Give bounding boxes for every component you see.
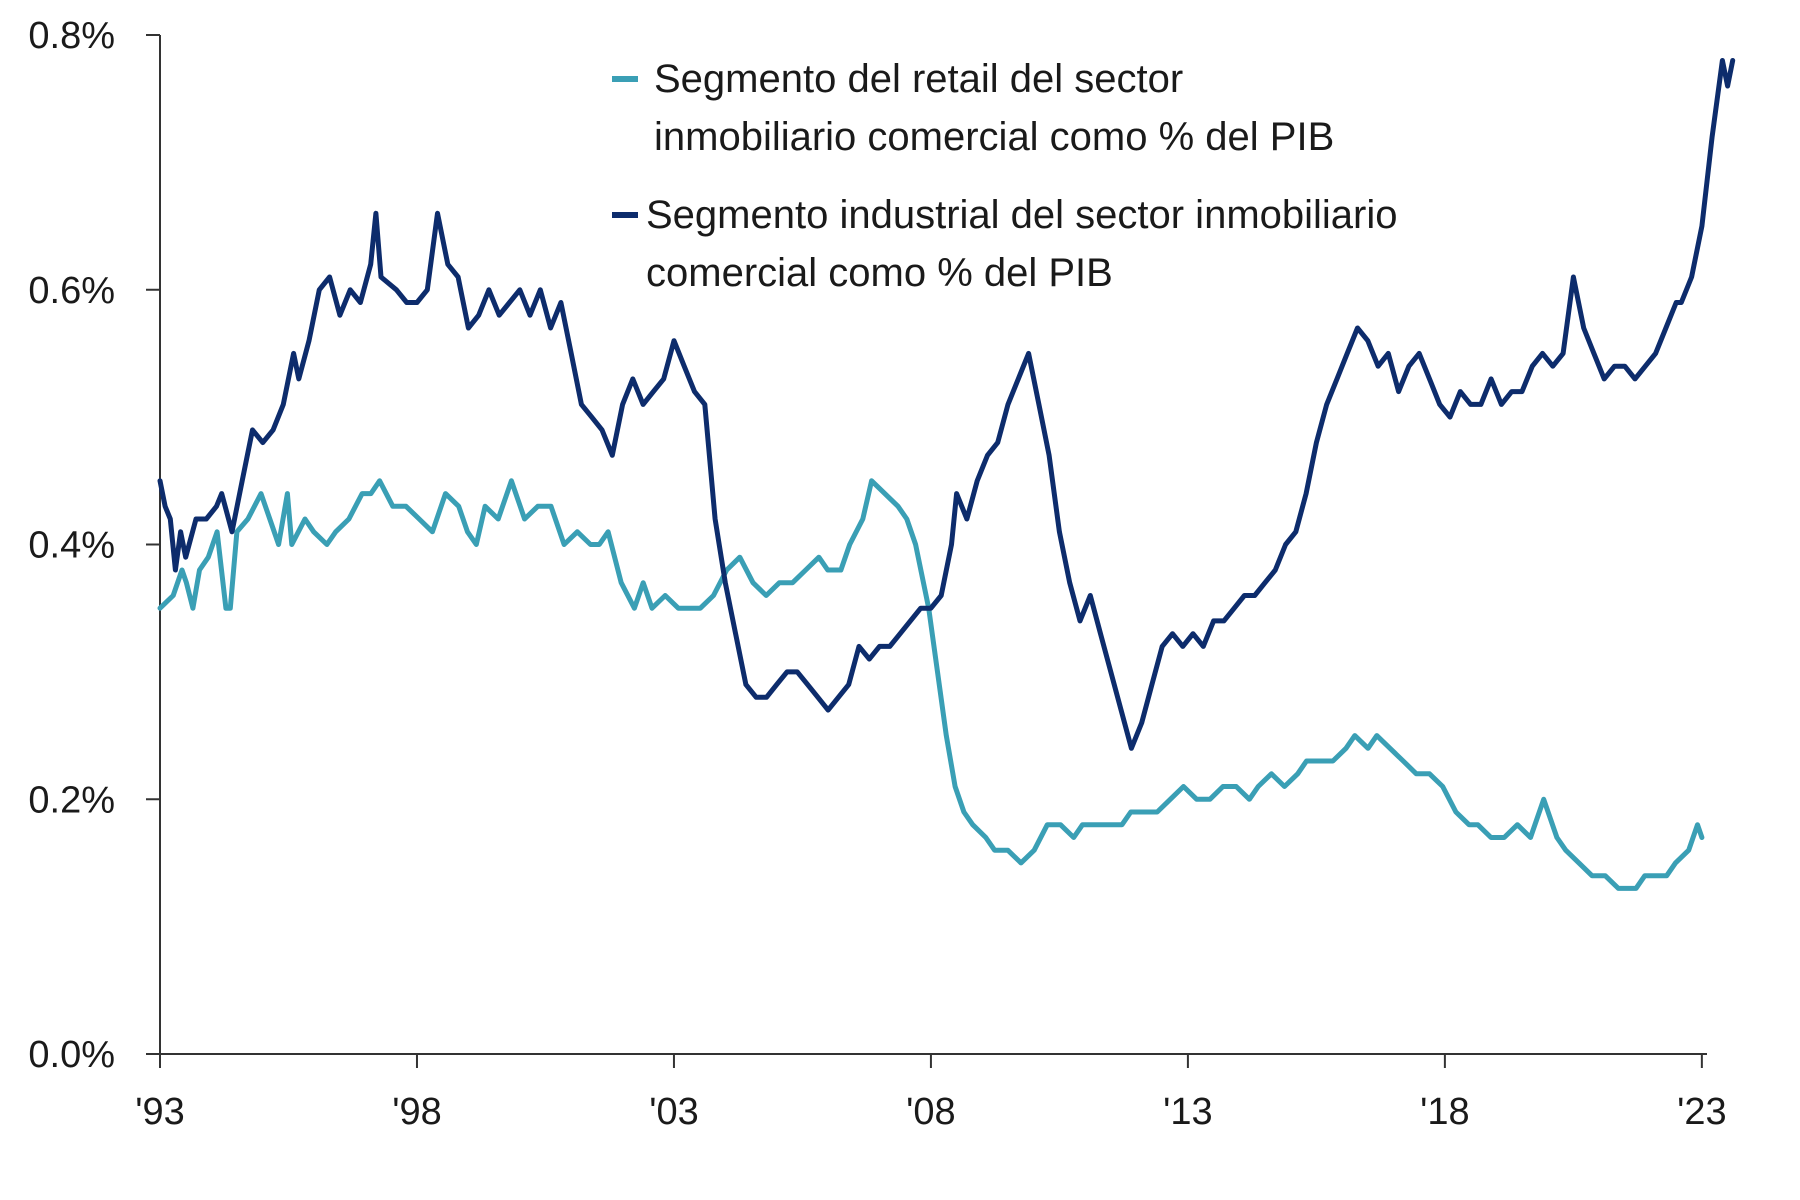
y-tick-label: 0.8% (28, 15, 115, 57)
y-tick-label: 0.6% (28, 270, 115, 312)
x-tick-label: '13 (1163, 1091, 1213, 1133)
legend: Segmento del retail del sector inmobiliar… (612, 57, 1397, 295)
y-tick-label: 0.4% (28, 525, 115, 567)
x-tick-label: '23 (1677, 1091, 1727, 1133)
x-tick-label: '18 (1420, 1091, 1470, 1133)
legend-label-industrial: comercial como % del PIB (646, 251, 1113, 295)
legend-label-retail: inmobiliario comercial como % del PIB (654, 115, 1334, 159)
axes: 0.0% 0.2% 0.4% 0.6% 0.8% '93 '98 '03 '08 '13 '18 '2… (28, 15, 1726, 1133)
x-tick-label: '03 (649, 1091, 699, 1133)
series-layer (157, 58, 1736, 891)
series-line-retail (157, 478, 1705, 891)
y-tick-label: 0.0% (28, 1034, 115, 1076)
y-tick-label: 0.2% (28, 779, 115, 821)
legend-label-retail: Segmento del retail del sector (654, 57, 1183, 101)
x-tick-label: '08 (906, 1091, 956, 1133)
x-tick-label: '93 (135, 1091, 185, 1133)
legend-label-industrial: Segmento industrial del sector inmobilia… (646, 193, 1397, 237)
x-tick-label: '98 (392, 1091, 442, 1133)
series-line-industrial (157, 58, 1736, 751)
